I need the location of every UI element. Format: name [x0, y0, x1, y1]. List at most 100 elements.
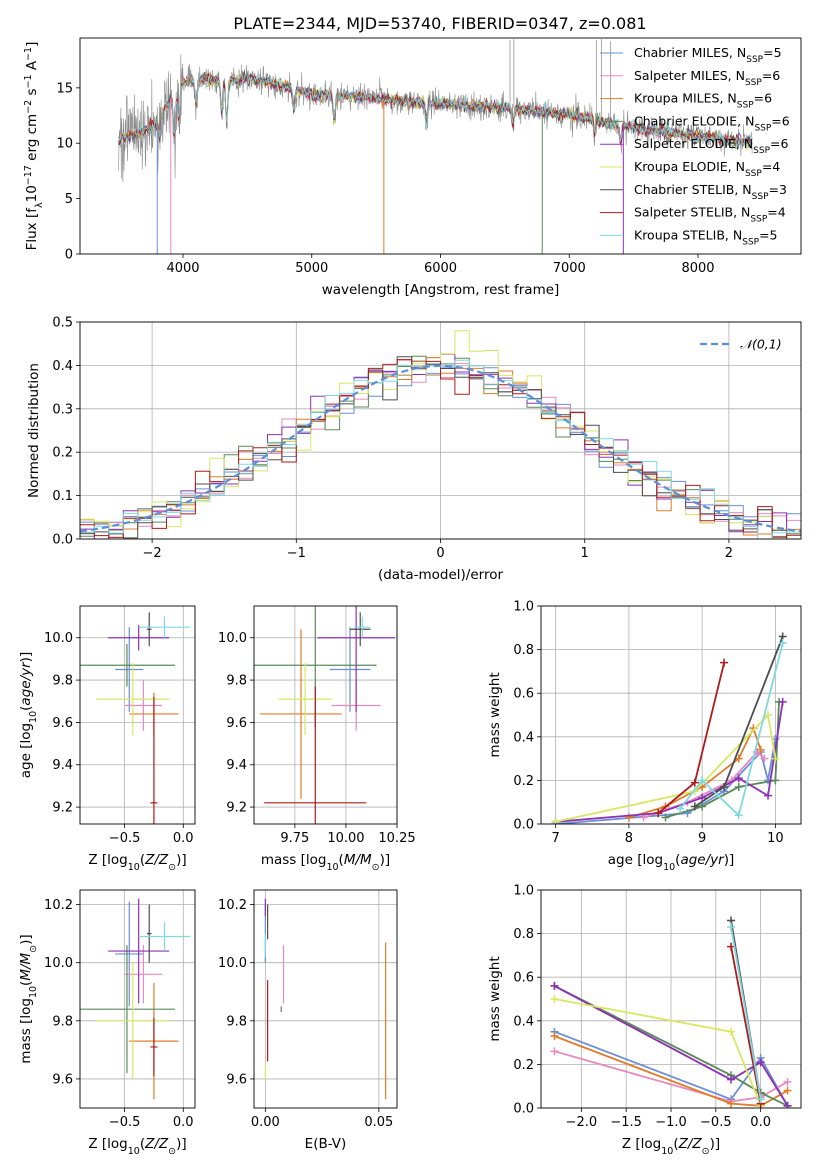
y-tick-label: 0.0: [513, 1102, 534, 1117]
point-salpeter-miles: [783, 1077, 792, 1086]
point-kroupa-elodie: [727, 1027, 736, 1036]
x-axis-label-part: ⊙: [702, 1146, 710, 1157]
x-tick-label: 0.05: [364, 1115, 393, 1130]
point-kroupa-elodie: [551, 817, 560, 824]
axes-frame: [79, 889, 196, 1109]
x-axis-label-part: )]: [176, 1136, 187, 1152]
x-axis-label-part: )]: [380, 852, 391, 868]
point-salpeter-elodie: [764, 791, 773, 800]
y-tick-label: 9.6: [52, 1072, 73, 1087]
legend-label-chabrier-elodie: Chabrier ELODIE, NSSP=6: [634, 113, 790, 133]
panel-6-content: [80, 898, 191, 1100]
x-tick-label: −1: [287, 546, 306, 561]
axes-frame: [79, 37, 802, 255]
y-tick-label: 0.0: [513, 818, 534, 833]
y-tick-label: 9.4: [226, 758, 247, 773]
y-axis-label-part: mass weight: [487, 956, 503, 1041]
point-chabrier-stelib: [690, 802, 699, 811]
axes-frame: [79, 321, 802, 540]
point-chabrier-elodie: [661, 813, 670, 822]
y-axis-label-part: (: [18, 706, 34, 711]
point-kroupa-elodie: [550, 995, 559, 1003]
y-axis-label-part: age/yr: [18, 661, 34, 706]
x-axis-label-part: )]: [710, 1136, 721, 1152]
panel-4: 9.75 10.00 10.25 9.2 9.4 9.6 9.8 10.0 mass [log1…: [218, 605, 416, 873]
y-tick-label: 10: [56, 137, 73, 152]
x-axis-label-part: 10: [326, 862, 338, 873]
point-salpeter-elodie: [734, 774, 743, 783]
legend-label-sub: SSP: [745, 78, 762, 88]
x-tick-label: 8: [625, 831, 633, 846]
y-tick-label: 9.8: [52, 674, 73, 689]
y-tick-label: 0.4: [52, 359, 73, 374]
x-axis-label-part: M/M: [344, 852, 372, 868]
y-axis-label-part: ]: [24, 42, 40, 47]
x-axis-label-part: 10: [661, 1146, 673, 1157]
y-axis-label-part: )]: [18, 934, 34, 945]
y-tick-label: 1.0: [513, 600, 534, 615]
legend-label-tail: =6: [762, 68, 780, 83]
y-axis-label-part: −1: [23, 74, 34, 88]
y-axis-label: Normed distribution: [26, 363, 42, 498]
point-chabrier-stelib: [720, 782, 729, 791]
x-axis-label-part: ⊙: [168, 1146, 176, 1157]
x-tick-label: 6000: [424, 261, 457, 276]
y-axis-label-part: mass weight: [487, 672, 503, 757]
x-axis-label-part: Z/Z: [144, 1136, 169, 1152]
panel-4-content: [254, 606, 395, 824]
axes-frame: [540, 605, 802, 825]
y-tick-label: 9.6: [52, 716, 73, 731]
x-axis-label-part: (: [673, 1136, 678, 1152]
x-tick-label: −2.0: [566, 1115, 598, 1130]
x-axis-label-part: 10: [128, 1146, 140, 1157]
x-axis-label-part: )]: [176, 852, 187, 868]
panel-1-content: [118, 39, 753, 254]
x-axis-label-part: (: [140, 1136, 145, 1152]
normal-curve: [80, 364, 801, 533]
x-tick-label: 4000: [166, 261, 199, 276]
point-salpeter-stelib: [720, 658, 729, 667]
y-tick-label: 0.2: [513, 1058, 534, 1073]
x-tick-label: 0.0: [173, 1115, 194, 1130]
x-axis-label-part: Z/Z: [678, 1136, 703, 1152]
legend-label-text: Salpeter ELODIE, N: [634, 136, 753, 151]
y-axis-label: mass weight: [487, 956, 503, 1041]
y-tick-label: 9.8: [52, 1014, 73, 1029]
x-tick-label: −1.5: [610, 1115, 642, 1130]
x-axis-label: wavelength [Angstrom, rest frame]: [322, 282, 560, 298]
panel-6: −0.5 0.09.69.810.010.2Z [log10(Z/Z⊙)]mass…: [18, 889, 196, 1157]
y-tick-label: 15: [56, 81, 73, 96]
legend-label-sub: SSP: [753, 146, 770, 156]
legend-label-text: Kroupa ELODIE, N: [634, 159, 745, 174]
point-kroupa-miles: [550, 1032, 559, 1041]
y-tick-label: 0.6: [513, 971, 534, 986]
x-axis-label-part: (: [339, 852, 344, 868]
x-tick-label: −0.5: [109, 831, 141, 846]
y-axis-label-part: 10: [24, 185, 40, 202]
x-tick-label: 0.00: [251, 1115, 280, 1130]
y-tick-label: 10.0: [218, 956, 247, 971]
x-axis-label-part: 10: [128, 862, 140, 873]
y-axis-label-part: −17: [23, 165, 34, 185]
point-chabrier-elodie: [734, 782, 743, 791]
x-tick-label: −1.0: [655, 1115, 687, 1130]
series-line-salpeter-elodie: [555, 701, 784, 823]
x-axis-label-part: ⊙: [168, 862, 176, 873]
x-axis-label: (data-model)/error: [378, 567, 504, 583]
x-tick-label: 5000: [295, 261, 328, 276]
series-line-kroupa-elodie: [554, 998, 762, 1107]
axes-frame: [79, 605, 196, 825]
x-axis-label-part: Z [log: [88, 1136, 127, 1152]
figure-title: PLATE=2344, MJD=53740, FIBERID=0347, z=0…: [233, 14, 646, 33]
x-tick-label: 0: [436, 546, 444, 561]
y-tick-label: 0.2: [52, 446, 73, 461]
y-axis-label-part: Normed distribution: [26, 363, 42, 498]
legend-label-kroupa-miles: Kroupa MILES, NSSP=6: [634, 91, 772, 111]
legend-label-text: Chabrier MILES, N: [634, 45, 746, 60]
point-salpeter-elodie: [783, 1101, 792, 1108]
legend-label-tail: =5: [763, 45, 781, 60]
y-tick-label: 0.8: [513, 643, 534, 658]
y-axis-label-part: M/M: [18, 952, 34, 980]
y-tick-label: 9.6: [226, 1072, 247, 1087]
